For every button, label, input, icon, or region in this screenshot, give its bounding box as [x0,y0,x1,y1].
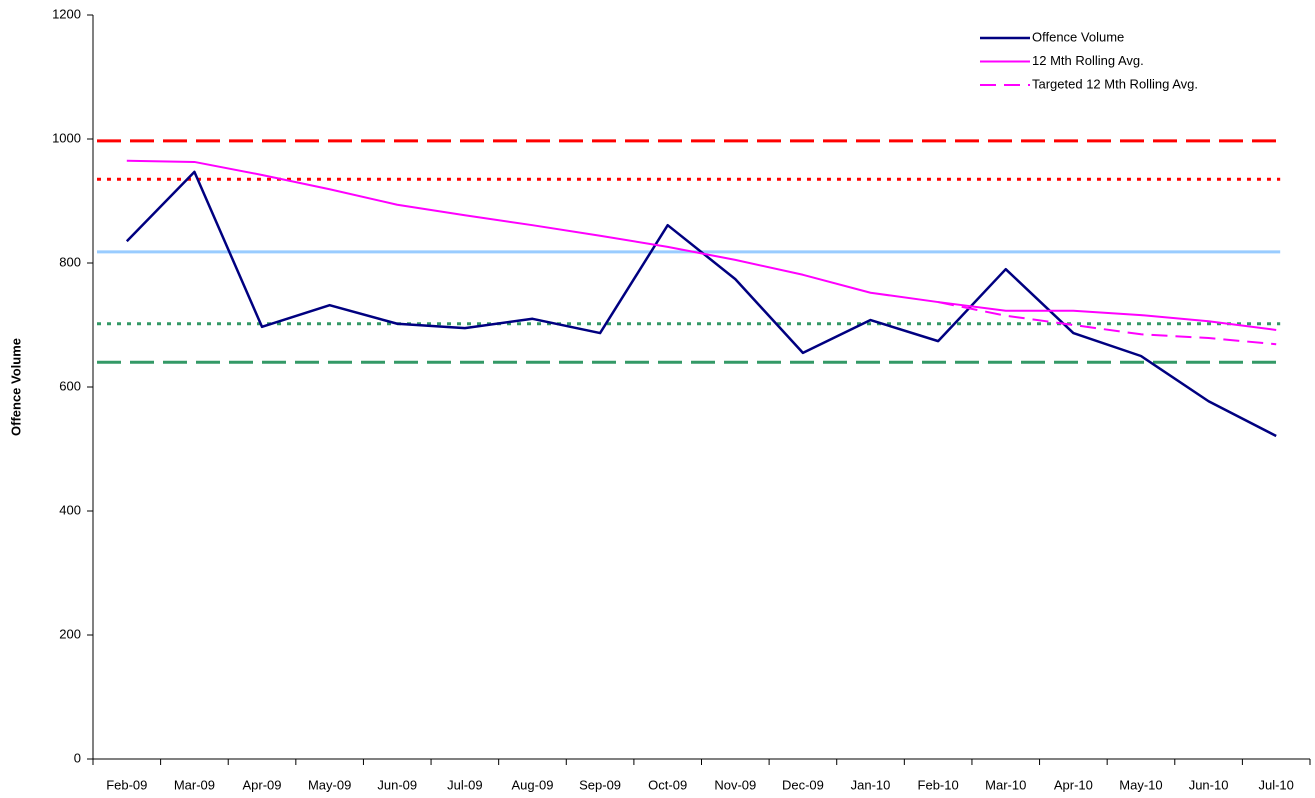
x-tick-label: Jan-10 [851,777,891,792]
legend-label: Offence Volume [1032,29,1124,44]
y-tick-label: 1200 [52,6,81,21]
x-tick-label: Jun-10 [1189,777,1229,792]
x-tick-label: Jun-09 [377,777,417,792]
y-tick-label: 200 [59,626,81,641]
y-tick-label: 600 [59,378,81,393]
x-tick-label: Jul-09 [447,777,482,792]
series-line [937,301,1277,346]
x-tick-label: Apr-09 [243,777,282,792]
series-line [125,170,1277,438]
y-tick-label: 0 [74,750,81,765]
x-tick-label: May-10 [1119,777,1162,792]
x-tick-label: Nov-09 [714,777,756,792]
x-tick-label: Feb-10 [918,777,959,792]
series-line [126,159,1277,331]
y-tick-label: 1000 [52,130,81,145]
x-tick-label: Apr-10 [1054,777,1093,792]
x-tick-label: Aug-09 [512,777,554,792]
x-tick-label: Feb-09 [106,777,147,792]
legend-label: Targeted 12 Mth Rolling Avg. [1032,76,1198,91]
x-tick-label: May-09 [308,777,351,792]
y-tick-label: 800 [59,254,81,269]
x-tick-label: Sep-09 [579,777,621,792]
y-axis-label: Offence Volume [8,338,23,436]
x-tick-label: Oct-09 [648,777,687,792]
x-tick-label: Mar-09 [174,777,215,792]
x-tick-label: Jul-10 [1258,777,1293,792]
y-tick-label: 400 [59,502,81,517]
legend-label: 12 Mth Rolling Avg. [1032,53,1144,68]
x-tick-label: Dec-09 [782,777,824,792]
x-tick-label: Mar-10 [985,777,1026,792]
